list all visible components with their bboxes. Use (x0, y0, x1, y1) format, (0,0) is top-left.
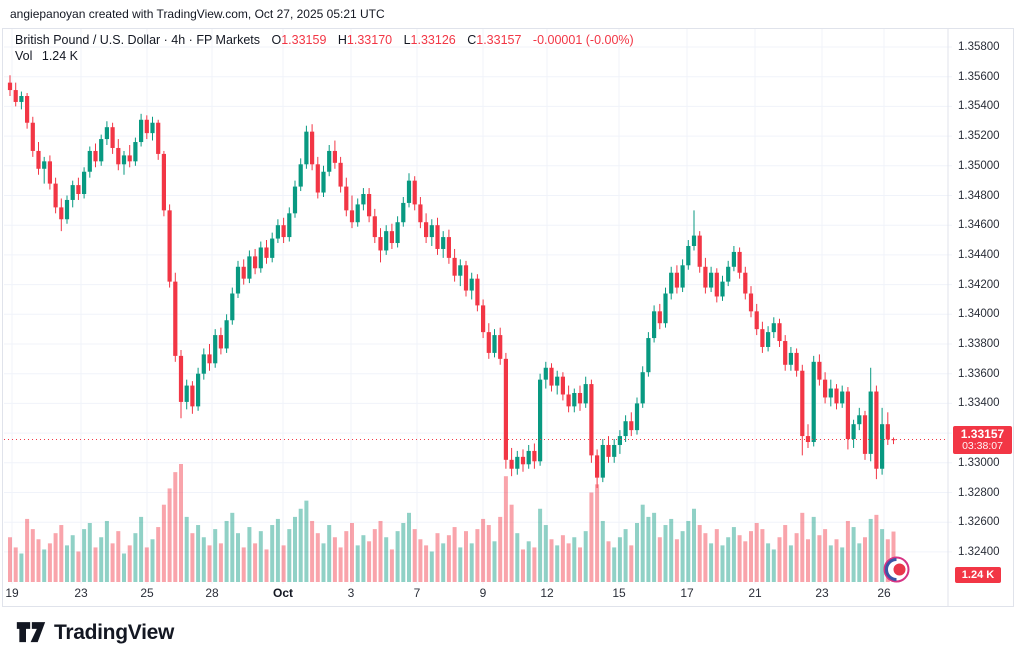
time-axis-label: 3 (347, 586, 355, 600)
symbol-legend: British Pound / U.S. Dollar · 4h · FP Ma… (15, 33, 634, 47)
time-axis-label: 12 (540, 586, 554, 600)
price-axis-label: 1.34400 (958, 248, 1000, 261)
price-change: -0.00001 (-0.00%) (532, 33, 634, 47)
price-axis-label: 1.35400 (958, 100, 1000, 113)
time-axis-label: 21 (748, 586, 762, 600)
ohlc-high: H1.33170 (337, 33, 393, 47)
time-axis-label: 23 (74, 586, 88, 600)
price-axis-label: 1.32400 (958, 545, 1000, 558)
time-axis-label: 28 (205, 586, 219, 600)
last-price-badge: 1.33157 03:38:07 (953, 426, 1012, 454)
time-axis-label: 15 (612, 586, 626, 600)
time-axis-label: 26 (877, 586, 891, 600)
chart-frame (2, 28, 1014, 607)
price-axis-label: 1.35000 (958, 159, 1000, 172)
price-axis-label: 1.33400 (958, 397, 1000, 410)
time-axis-label: Oct (272, 586, 294, 600)
price-axis-label: 1.33600 (958, 367, 1000, 380)
volume-bars (8, 464, 896, 582)
volume-legend: Vol 1.24 K (15, 49, 78, 63)
attribution-text: angiepanoyan created with TradingView.co… (10, 7, 385, 21)
volume-value: 1.24 K (41, 49, 79, 63)
time-axis-label: 23 (815, 586, 829, 600)
grid-lines (4, 29, 952, 584)
price-axis-label: 1.32800 (958, 486, 1000, 499)
fp-markets-logo-icon (883, 556, 910, 583)
ohlc-low: L1.33126 (403, 33, 456, 47)
price-axis-label: 1.34600 (958, 219, 1000, 232)
time-axis-label: 9 (479, 586, 487, 600)
price-axis-label: 1.33800 (958, 338, 1000, 350)
symbol-title[interactable]: British Pound / U.S. Dollar · 4h · FP Ma… (15, 33, 260, 47)
time-axis-label: 25 (140, 586, 154, 600)
candles-layer[interactable] (7, 75, 896, 489)
bar-countdown: 03:38:07 (962, 440, 1003, 452)
last-price-value: 1.33157 (960, 427, 1005, 441)
price-axis-label: 1.33000 (958, 456, 1000, 469)
price-axis-label: 1.34200 (958, 278, 1000, 291)
price-axis-label: 1.35600 (958, 70, 1000, 83)
time-axis-label: 19 (5, 586, 19, 600)
ohlc-close: C1.33157 (467, 33, 522, 47)
ohlc-open: O1.33159 (271, 33, 327, 47)
time-axis-label: 17 (680, 586, 694, 600)
volume-label: Vol (15, 49, 33, 63)
price-axis-label: 1.32600 (958, 516, 1000, 529)
price-axis-label: 1.35200 (958, 130, 1000, 143)
tradingview-brand-text: TradingView (54, 621, 175, 644)
tradingview-logo-icon (16, 622, 46, 643)
price-axis-label: 1.35800 (958, 41, 1000, 53)
price-axis-label: 1.34000 (958, 308, 1000, 321)
price-axis-label: 1.34800 (958, 189, 1000, 202)
tradingview-watermark[interactable]: TradingView (16, 620, 174, 646)
time-axis-label: 7 (413, 586, 421, 600)
volume-badge: 1.24 K (955, 567, 1001, 583)
